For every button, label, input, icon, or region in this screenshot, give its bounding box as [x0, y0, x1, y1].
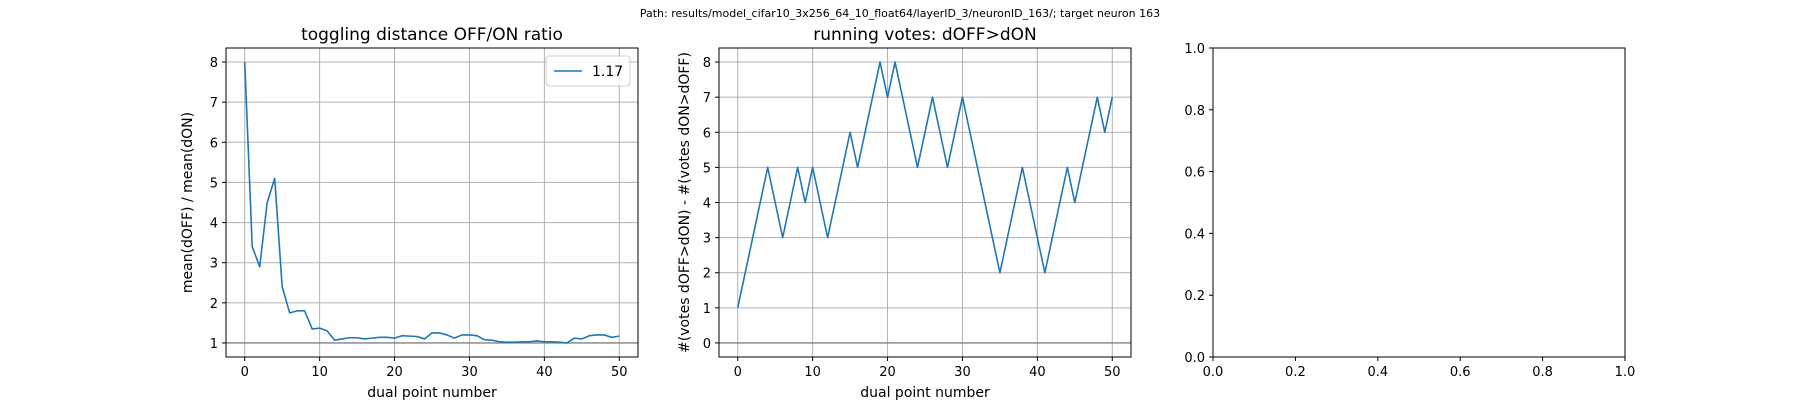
chart-2-ytick-label-0: 0 — [703, 337, 711, 352]
chart-1-xtick-label-5: 50 — [611, 365, 628, 380]
chart-2-xlabel: dual point number — [860, 385, 990, 400]
chart-1-ytick-label-5: 6 — [210, 136, 218, 151]
chart-2-series-0-line — [736, 61, 1114, 309]
chart-2-xtick-label-2: 20 — [879, 365, 896, 380]
chart-2-xtick-label-5: 50 — [1104, 365, 1121, 380]
chart-1-xtick-label-4: 40 — [536, 365, 553, 380]
chart-1-xtick-label-0: 0 — [241, 365, 249, 380]
chart-2-ytick-label-2: 2 — [703, 267, 711, 282]
chart-1-title: toggling distance OFF/ON ratio — [301, 25, 563, 45]
chart-3-ytick-label-5: 1.0 — [1184, 42, 1205, 57]
chart-1-xtick-label-3: 30 — [461, 365, 478, 380]
chart-3-xtick-label-4: 0.8 — [1532, 365, 1553, 380]
chart-1-ytick-label-1: 2 — [210, 297, 218, 312]
chart-1-xtick-label-2: 20 — [386, 365, 403, 380]
chart-2-title: running votes: dOFF>dON — [813, 25, 1036, 45]
chart-2-xtick-label-3: 30 — [954, 365, 971, 380]
chart-1-frame — [225, 47, 639, 358]
chart-1-ytick-label-4: 5 — [210, 176, 218, 191]
figure-suptitle: Path: results/model_cifar10_3x256_64_10_… — [640, 7, 1160, 20]
chart-3-xtick-label-0: 0.0 — [1203, 365, 1224, 380]
legend-frame — [545, 55, 631, 87]
chart-2-ytick-label-1: 1 — [703, 302, 711, 317]
chart-2-ytick-label-8: 8 — [703, 56, 711, 71]
chart-2-xtick-label-1: 10 — [804, 365, 821, 380]
chart-1-ylabel: mean(dOFF) / mean(dON) — [180, 112, 196, 293]
chart-running-votes: running votes: dOFF>dON dual point numbe… — [677, 25, 1132, 400]
chart-2-ytick-label-4: 4 — [703, 197, 711, 212]
chart-1-ytick-label-3: 4 — [210, 217, 218, 232]
chart-1-ytick-label-0: 1 — [210, 337, 218, 352]
chart-2-ytick-label-6: 6 — [703, 126, 711, 141]
chart-3-ytick-label-2: 0.4 — [1184, 227, 1205, 242]
chart-3-xtick-label-5: 1.0 — [1615, 365, 1636, 380]
chart-1-ytick-label-2: 3 — [210, 257, 218, 272]
chart-3-ytick-label-1: 0.2 — [1184, 289, 1205, 304]
chart-3-ytick-label-3: 0.6 — [1184, 166, 1205, 181]
chart-toggling-distance-ratio: toggling distance OFF/ON ratio dual poin… — [180, 25, 639, 400]
chart-1-series-0-line — [243, 62, 620, 344]
chart-1-ytick-label-7: 8 — [210, 56, 218, 71]
chart-1-ytick-label-6: 7 — [210, 96, 218, 111]
chart-3-xtick-label-3: 0.6 — [1450, 365, 1471, 380]
chart-2-xtick-label-0: 0 — [734, 365, 742, 380]
chart-3-ytick-label-4: 0.8 — [1184, 104, 1205, 119]
legend-label: 1.17 — [592, 64, 623, 80]
chart-3-ytick-label-0: 0.0 — [1184, 351, 1205, 366]
chart-empty-axes: 0.0 0.2 0.4 0.6 0.8 1.0 0.0 0.2 0.4 0.6 0.8 1.0 — [1184, 42, 1635, 380]
chart-2-xtick-label-4: 40 — [1029, 365, 1046, 380]
chart-3-xtick-label-2: 0.4 — [1367, 365, 1388, 380]
chart-1-xlabel: dual point number — [367, 385, 497, 400]
chart-2-ylabel: #(votes dOFF>dON) - #(votes dON>dOFF) — [677, 52, 693, 353]
chart-2-ytick-label-3: 3 — [703, 232, 711, 247]
chart-3-frame — [1212, 47, 1626, 358]
chart-2-ytick-label-5: 5 — [703, 161, 711, 176]
chart-2-ytick-label-7: 7 — [703, 91, 711, 106]
chart-3-xtick-label-1: 0.2 — [1285, 365, 1306, 380]
chart-1-xtick-label-1: 10 — [311, 365, 328, 380]
chart-1-legend: 1.17 — [545, 55, 631, 87]
